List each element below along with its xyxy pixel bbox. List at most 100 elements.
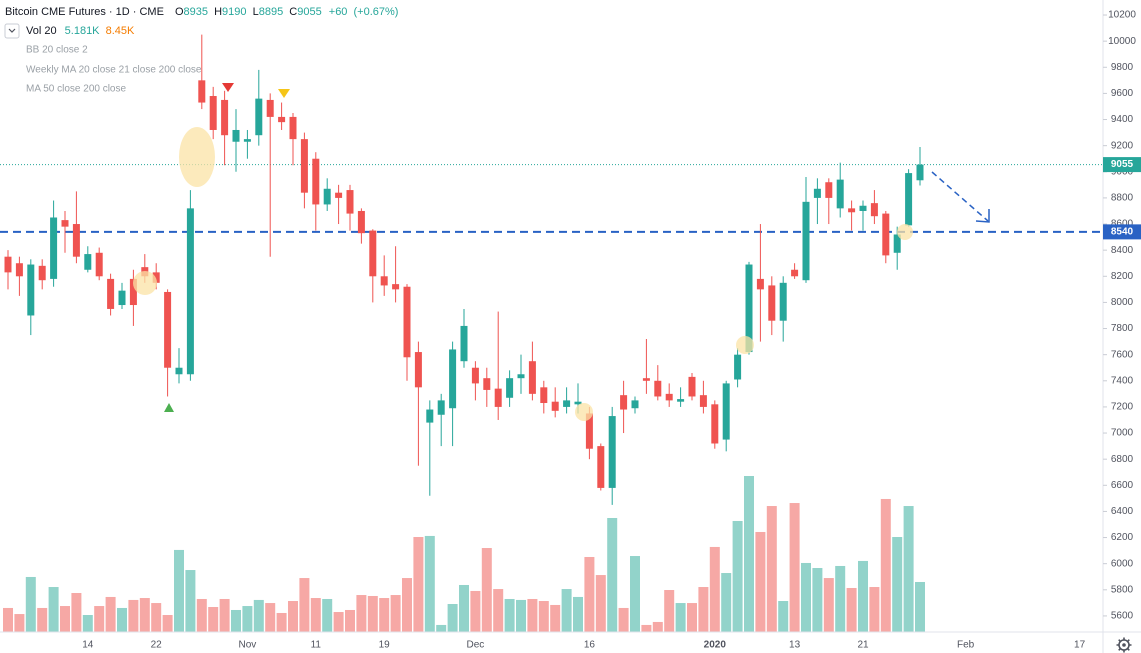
volume-bar: [37, 607, 48, 632]
volume-bar: [915, 581, 925, 632]
volume-bar: [231, 609, 241, 632]
volume-bar: [789, 503, 800, 632]
indicator-name: MA 50 close 200 close: [26, 84, 126, 95]
volume-bar: [687, 603, 697, 632]
candle-body: [50, 217, 58, 279]
y-tick-label: 8200: [1111, 271, 1134, 282]
ohlc-label: H: [214, 6, 222, 18]
volume-bar: [288, 601, 298, 632]
volume-bar: [561, 589, 572, 632]
candle-body: [72, 224, 80, 257]
volume-bar: [481, 548, 492, 632]
highlight: [575, 403, 593, 421]
ohlc-value: 8935: [184, 6, 208, 18]
volume-bar: [698, 587, 709, 632]
y-tick-label: 8800: [1111, 193, 1134, 204]
candle-body: [186, 208, 194, 375]
volume-bar: [447, 604, 458, 632]
volume-bar: [744, 476, 754, 632]
volume-bar: [322, 598, 333, 632]
y-tick-label: 7400: [1111, 375, 1134, 386]
volume-bar: [516, 599, 526, 632]
volume-bar: [880, 498, 891, 632]
volume-bar: [595, 575, 606, 632]
volume-bar: [903, 506, 914, 632]
volume-bar: [276, 612, 287, 632]
volume-bar: [470, 590, 481, 632]
volume-bar: [82, 615, 93, 632]
level-badge-label: 8540: [1111, 227, 1134, 238]
volume-bar: [208, 606, 219, 632]
candle-body: [574, 401, 582, 405]
candle-body: [38, 265, 46, 281]
y-tick-label: 8600: [1111, 219, 1134, 230]
candle-body: [414, 352, 422, 388]
candle-body: [779, 282, 787, 321]
candle-body: [312, 158, 320, 205]
y-tick-label: 6600: [1111, 480, 1134, 491]
candle-body: [756, 278, 764, 290]
candle-body: [677, 399, 685, 402]
candle-body: [642, 378, 650, 381]
volume-layer: [3, 476, 925, 632]
volume-bar: [14, 614, 25, 632]
y-tick-label: 10000: [1108, 36, 1136, 47]
candle-body: [357, 210, 365, 234]
candle-body: [403, 286, 411, 358]
volume-bar: [174, 549, 184, 632]
y-tick-label: 5800: [1111, 584, 1134, 595]
settings-icon[interactable]: [1116, 637, 1132, 653]
signal-down: [222, 83, 234, 92]
x-tick-label: 11: [311, 640, 322, 651]
volume-bar: [538, 601, 549, 632]
volume-bar: [367, 595, 378, 632]
x-tick-label: 2020: [704, 640, 727, 651]
candle-body: [768, 285, 776, 321]
x-tick-label: Feb: [957, 640, 975, 651]
volume-bar: [618, 607, 629, 632]
collapse-button[interactable]: [4, 23, 20, 39]
candle-body: [198, 80, 206, 103]
volume-bar: [664, 590, 675, 632]
volume-bar: [493, 589, 504, 632]
candle-body: [61, 220, 69, 227]
candle-body: [84, 254, 92, 270]
volume-bar: [162, 615, 173, 632]
volume-bar: [139, 598, 150, 632]
candle-body: [426, 409, 434, 423]
candle-body: [836, 179, 844, 209]
level-badge: [1103, 224, 1141, 240]
candle-body: [745, 264, 753, 353]
volume-bar: [310, 598, 321, 632]
y-tick-label: 6000: [1111, 558, 1134, 569]
candle-body: [449, 349, 457, 409]
volume-bar: [766, 506, 777, 632]
candle-body: [540, 387, 548, 404]
volume-bar: [504, 598, 515, 632]
x-tick-label: 14: [82, 640, 94, 651]
y-tick-label: 9400: [1111, 114, 1134, 125]
volume-reading: 8.45K: [106, 25, 135, 37]
candle-body: [893, 234, 901, 253]
ohlc-label: C: [289, 6, 297, 18]
volume-bar: [185, 570, 196, 632]
candle-body: [278, 116, 286, 123]
indicator-name: Weekly MA 20 close 21 close 200 close: [26, 65, 202, 76]
arrow-head: [975, 209, 990, 223]
candle-body: [323, 188, 331, 205]
candle-body: [859, 205, 867, 211]
candle-body: [27, 264, 35, 316]
volume-bar: [356, 595, 367, 632]
candle-body: [517, 374, 525, 379]
volume-bar: [835, 565, 846, 632]
candle-body: [699, 395, 707, 407]
candle-body: [654, 380, 662, 397]
volume-legend: Vol 20 5.181K 8.45K: [26, 25, 135, 37]
y-tick-label: 9800: [1111, 62, 1134, 73]
y-tick-label: 7800: [1111, 323, 1134, 334]
volume-bar: [60, 606, 70, 632]
candle-body: [15, 263, 23, 277]
volume-bar: [652, 621, 663, 632]
candle-body: [563, 400, 571, 407]
highlights: [133, 127, 913, 421]
